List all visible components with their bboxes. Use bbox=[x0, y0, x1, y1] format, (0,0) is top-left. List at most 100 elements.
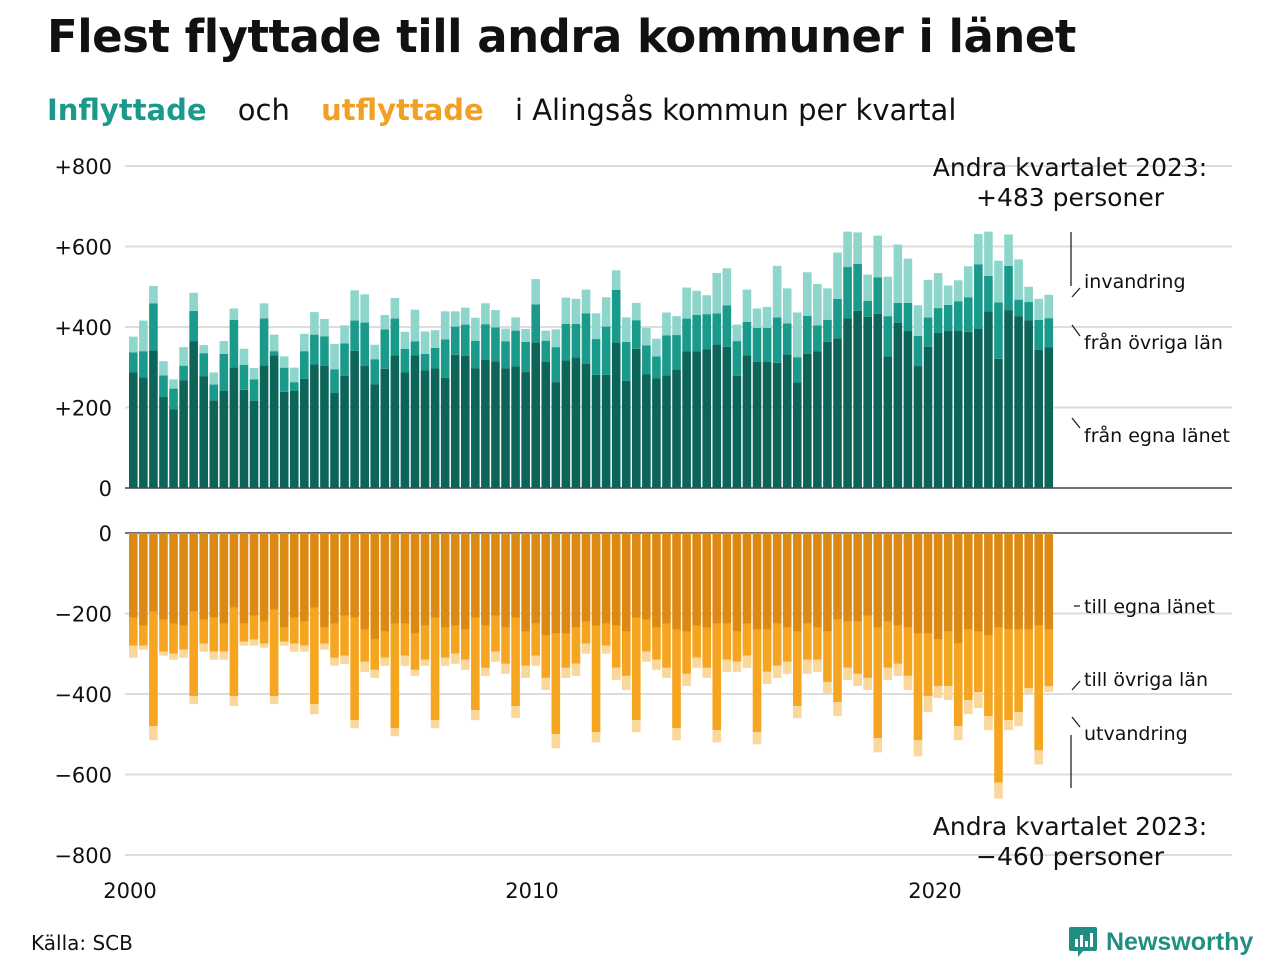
series-label-till-egna-lanet: till egna länet bbox=[1084, 596, 1215, 618]
bar-in-ovriga bbox=[159, 375, 168, 398]
bar-out-ovriga bbox=[1044, 629, 1054, 686]
bar-out-egna bbox=[310, 533, 319, 608]
bar-in-invandring bbox=[994, 260, 1003, 303]
bar-in-ovriga bbox=[269, 351, 279, 356]
bar-in-egna bbox=[722, 346, 732, 488]
y-tick-label-top: +600 bbox=[54, 236, 112, 260]
bar-out-utvandring bbox=[501, 663, 510, 674]
x-tick-label: 2000 bbox=[103, 879, 156, 903]
x-tick-label: 2010 bbox=[505, 879, 558, 903]
bar-in-ovriga bbox=[1034, 319, 1043, 350]
bar-in-egna bbox=[1004, 310, 1013, 488]
bar-in-ovriga bbox=[621, 341, 631, 381]
bar-in-ovriga bbox=[803, 315, 812, 354]
bar-out-ovriga bbox=[370, 639, 380, 670]
bar-in-egna bbox=[984, 311, 993, 488]
bar-in-egna bbox=[652, 378, 661, 488]
bar-in-egna bbox=[149, 350, 158, 488]
bar-out-ovriga bbox=[471, 617, 480, 711]
bar-in-invandring bbox=[933, 273, 943, 309]
bar-out-utvandring bbox=[471, 710, 480, 721]
bar-out-ovriga bbox=[249, 615, 259, 640]
bar-in-egna bbox=[481, 360, 490, 488]
bar-out-egna bbox=[903, 533, 913, 628]
bar-out-egna bbox=[752, 533, 762, 630]
bar-in-egna bbox=[642, 374, 651, 488]
bar-in-egna bbox=[310, 364, 319, 488]
bar-in-ovriga bbox=[149, 303, 158, 351]
bar-in-ovriga bbox=[521, 341, 530, 373]
bar-in-egna bbox=[521, 372, 530, 488]
bar-out-egna bbox=[289, 533, 299, 618]
bar-out-utvandring bbox=[782, 661, 792, 674]
bar-in-ovriga bbox=[662, 335, 671, 376]
bar-in-egna bbox=[169, 409, 178, 488]
source-note: Källa: SCB bbox=[31, 931, 133, 955]
bar-out-utvandring bbox=[189, 696, 198, 705]
bar-in-egna bbox=[129, 372, 138, 488]
bar-out-egna bbox=[149, 533, 158, 612]
y-tick-label-bottom: −200 bbox=[54, 603, 112, 627]
bar-in-invandring bbox=[179, 347, 188, 366]
bar-in-egna bbox=[1014, 316, 1023, 488]
bar-out-egna bbox=[430, 533, 440, 618]
bar-out-ovriga bbox=[149, 611, 158, 727]
y-tick-label-bottom: −600 bbox=[54, 764, 112, 788]
bar-out-utvandring bbox=[823, 681, 832, 694]
bar-in-ovriga bbox=[249, 379, 259, 401]
bar-in-ovriga bbox=[571, 323, 581, 358]
leader-line bbox=[1071, 324, 1081, 337]
bar-in-ovriga bbox=[682, 318, 691, 352]
leader-line bbox=[1071, 287, 1081, 298]
bar-in-invandring bbox=[1034, 298, 1043, 320]
bar-out-ovriga bbox=[762, 629, 772, 672]
bar-out-egna bbox=[581, 533, 591, 622]
bar-in-ovriga bbox=[129, 352, 138, 373]
bar-in-egna bbox=[289, 390, 299, 488]
bar-in-egna bbox=[360, 366, 369, 488]
bar-out-egna bbox=[953, 533, 963, 644]
bar-out-ovriga bbox=[460, 629, 470, 660]
bar-in-ovriga bbox=[239, 364, 249, 390]
bar-out-egna bbox=[1024, 533, 1033, 630]
bar-in-ovriga bbox=[692, 314, 701, 352]
bar-out-utvandring bbox=[1004, 720, 1013, 731]
bar-out-ovriga bbox=[943, 631, 953, 686]
bar-out-utvandring bbox=[984, 716, 993, 731]
bar-in-egna bbox=[1024, 320, 1033, 488]
bar-out-ovriga bbox=[1014, 629, 1023, 713]
bar-in-invandring bbox=[772, 265, 782, 318]
bar-in-invandring bbox=[591, 313, 601, 340]
bar-in-invandring bbox=[410, 309, 420, 342]
bar-out-egna bbox=[873, 533, 883, 628]
bar-in-egna bbox=[974, 329, 983, 488]
bar-in-ovriga bbox=[702, 314, 712, 350]
bar-out-egna bbox=[1044, 533, 1054, 630]
bar-out-egna bbox=[792, 533, 802, 632]
bar-in-ovriga bbox=[813, 325, 822, 352]
bar-in-ovriga bbox=[289, 382, 299, 391]
x-tick-label: 2020 bbox=[908, 879, 961, 903]
bar-in-ovriga bbox=[752, 327, 762, 363]
bar-in-egna bbox=[460, 355, 470, 488]
bar-out-utvandring bbox=[702, 667, 712, 678]
bar-out-utvandring bbox=[229, 696, 239, 707]
bar-out-utvandring bbox=[621, 675, 631, 690]
bar-out-ovriga bbox=[531, 623, 540, 656]
bar-out-egna bbox=[682, 533, 691, 632]
bar-in-invandring bbox=[873, 235, 883, 278]
bar-out-ovriga bbox=[289, 617, 299, 644]
bar-in-ovriga bbox=[762, 327, 772, 363]
bar-in-invandring bbox=[642, 327, 651, 346]
bar-out-utvandring bbox=[169, 653, 178, 660]
bar-out-egna bbox=[551, 533, 561, 634]
bar-out-ovriga bbox=[863, 615, 872, 678]
bar-out-ovriga bbox=[984, 635, 993, 717]
bar-out-utvandring bbox=[591, 732, 601, 743]
bar-in-invandring bbox=[632, 302, 641, 321]
bar-in-egna bbox=[551, 382, 561, 488]
bar-in-invandring bbox=[571, 298, 581, 324]
bar-out-utvandring bbox=[350, 720, 359, 729]
bar-in-egna bbox=[340, 375, 349, 488]
